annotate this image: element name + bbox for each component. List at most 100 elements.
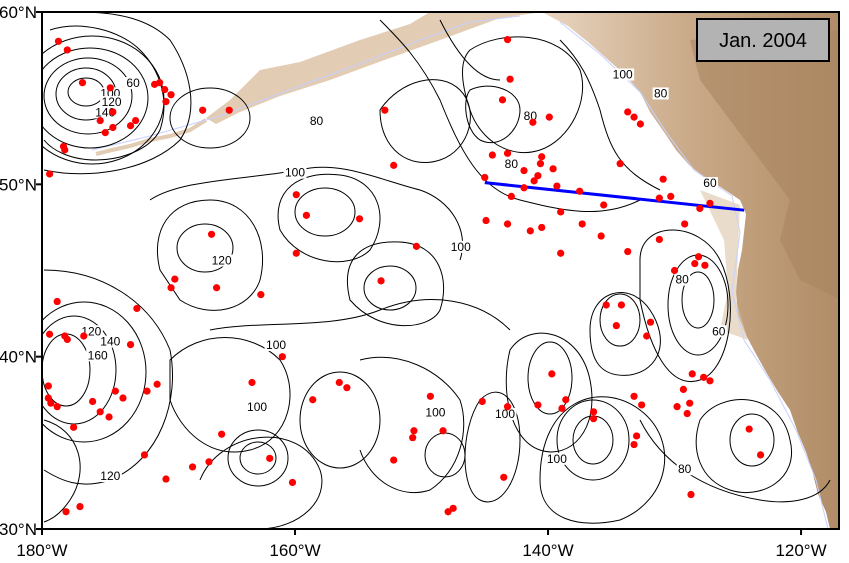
contour-label: 80 bbox=[310, 114, 324, 128]
contour-label-bg bbox=[100, 96, 124, 109]
profile-point bbox=[529, 118, 537, 126]
profile-point bbox=[681, 220, 689, 228]
profile-point bbox=[78, 79, 87, 87]
profile-point bbox=[153, 380, 161, 388]
profile-point bbox=[150, 80, 159, 88]
profile-point bbox=[61, 146, 69, 154]
profile-point bbox=[612, 322, 620, 330]
contour-label-bg bbox=[308, 115, 325, 128]
contour-label-bg bbox=[245, 401, 269, 414]
profile-point bbox=[503, 35, 512, 44]
contour-label-bg bbox=[125, 77, 142, 90]
map-axes: 60°N 50°N 40°N 30°N 180°W 160°W 140°W 120°W bbox=[0, 3, 827, 560]
profile-point bbox=[696, 204, 704, 213]
profile-point bbox=[630, 392, 638, 400]
profile-point bbox=[199, 106, 207, 114]
profile-point bbox=[409, 434, 417, 442]
profile-point bbox=[557, 249, 565, 257]
profile-point bbox=[248, 378, 256, 387]
contour-label: 80 bbox=[675, 273, 689, 287]
profile-point bbox=[390, 161, 398, 169]
profile-point bbox=[44, 382, 52, 390]
contour-label: 80 bbox=[678, 462, 692, 476]
contour-label-bg bbox=[493, 407, 517, 420]
profile-point bbox=[266, 454, 274, 462]
profile-point bbox=[412, 242, 421, 250]
profile-point bbox=[545, 113, 553, 121]
profile-point bbox=[578, 220, 586, 228]
profile-point bbox=[632, 432, 641, 440]
contour-label-bg bbox=[210, 254, 234, 267]
contour-label: 80 bbox=[505, 157, 519, 171]
contour-label: 60 bbox=[712, 324, 726, 338]
profile-point bbox=[63, 46, 71, 54]
profile-point bbox=[745, 425, 753, 433]
profile-point bbox=[140, 451, 149, 459]
contour-label-bg bbox=[98, 335, 122, 348]
profile-point bbox=[576, 187, 584, 195]
x-tick-label: 120°W bbox=[775, 541, 826, 560]
profile-point bbox=[335, 378, 343, 387]
profile-point bbox=[548, 370, 556, 378]
profile-point bbox=[683, 409, 691, 418]
map-frame bbox=[41, 11, 840, 530]
profile-point bbox=[673, 403, 681, 411]
profile-point bbox=[530, 177, 538, 185]
profile-point bbox=[534, 172, 542, 180]
alaska-peninsula bbox=[206, 12, 542, 124]
profile-point bbox=[701, 261, 709, 269]
profile-point bbox=[602, 301, 610, 309]
profile-point bbox=[616, 160, 624, 168]
profile-point bbox=[687, 490, 695, 499]
contour-label-bg bbox=[283, 166, 307, 179]
float-profiles bbox=[44, 35, 765, 516]
profile-point bbox=[109, 108, 117, 116]
contour-label-bg bbox=[503, 158, 520, 171]
profile-point bbox=[444, 508, 452, 516]
contour-label: 100 bbox=[613, 67, 633, 81]
y-tick-label: 30°N bbox=[0, 520, 37, 539]
profile-point bbox=[63, 335, 71, 344]
profile-point bbox=[167, 91, 175, 99]
profile-point bbox=[111, 387, 119, 395]
contour-label-bg bbox=[522, 109, 539, 122]
profile-point bbox=[557, 208, 565, 216]
profile-point bbox=[520, 184, 528, 192]
contour-label: 100 bbox=[285, 166, 305, 180]
y-tick-label: 40°N bbox=[0, 348, 37, 367]
profile-point bbox=[646, 318, 655, 326]
profile-point bbox=[694, 253, 703, 261]
profile-point bbox=[636, 120, 644, 128]
profile-point bbox=[526, 227, 534, 235]
profile-point bbox=[54, 37, 63, 45]
contour-label: 140 bbox=[95, 105, 115, 119]
profile-point bbox=[679, 385, 687, 394]
profile-point bbox=[478, 397, 486, 406]
profile-point bbox=[62, 508, 70, 516]
contour-label: 160 bbox=[88, 348, 108, 362]
contour-label-bg bbox=[98, 470, 122, 483]
profile-point bbox=[355, 215, 364, 223]
contour-label: 120 bbox=[100, 469, 120, 483]
profile-point bbox=[630, 113, 638, 121]
profile-point bbox=[96, 408, 104, 416]
profile-point bbox=[410, 427, 418, 435]
profile-point bbox=[449, 504, 457, 512]
profile-point bbox=[171, 275, 179, 283]
profile-point bbox=[488, 151, 496, 159]
contour-labels: 6010012014080100120100808010080608060100… bbox=[79, 67, 727, 483]
profile-point bbox=[534, 401, 542, 409]
profile-point bbox=[167, 284, 175, 292]
profile-point bbox=[624, 108, 632, 116]
date-label: Jan. 2004 bbox=[719, 30, 807, 52]
profile-point bbox=[212, 284, 221, 292]
date-label-box: Jan. 2004 bbox=[696, 18, 830, 62]
profile-point bbox=[600, 201, 608, 209]
profile-point bbox=[589, 408, 598, 416]
contour-label: 60 bbox=[126, 76, 140, 90]
profile-point bbox=[89, 397, 97, 406]
contour-label: 140 bbox=[100, 335, 120, 349]
profile-point bbox=[624, 247, 632, 256]
profile-point bbox=[377, 277, 385, 285]
